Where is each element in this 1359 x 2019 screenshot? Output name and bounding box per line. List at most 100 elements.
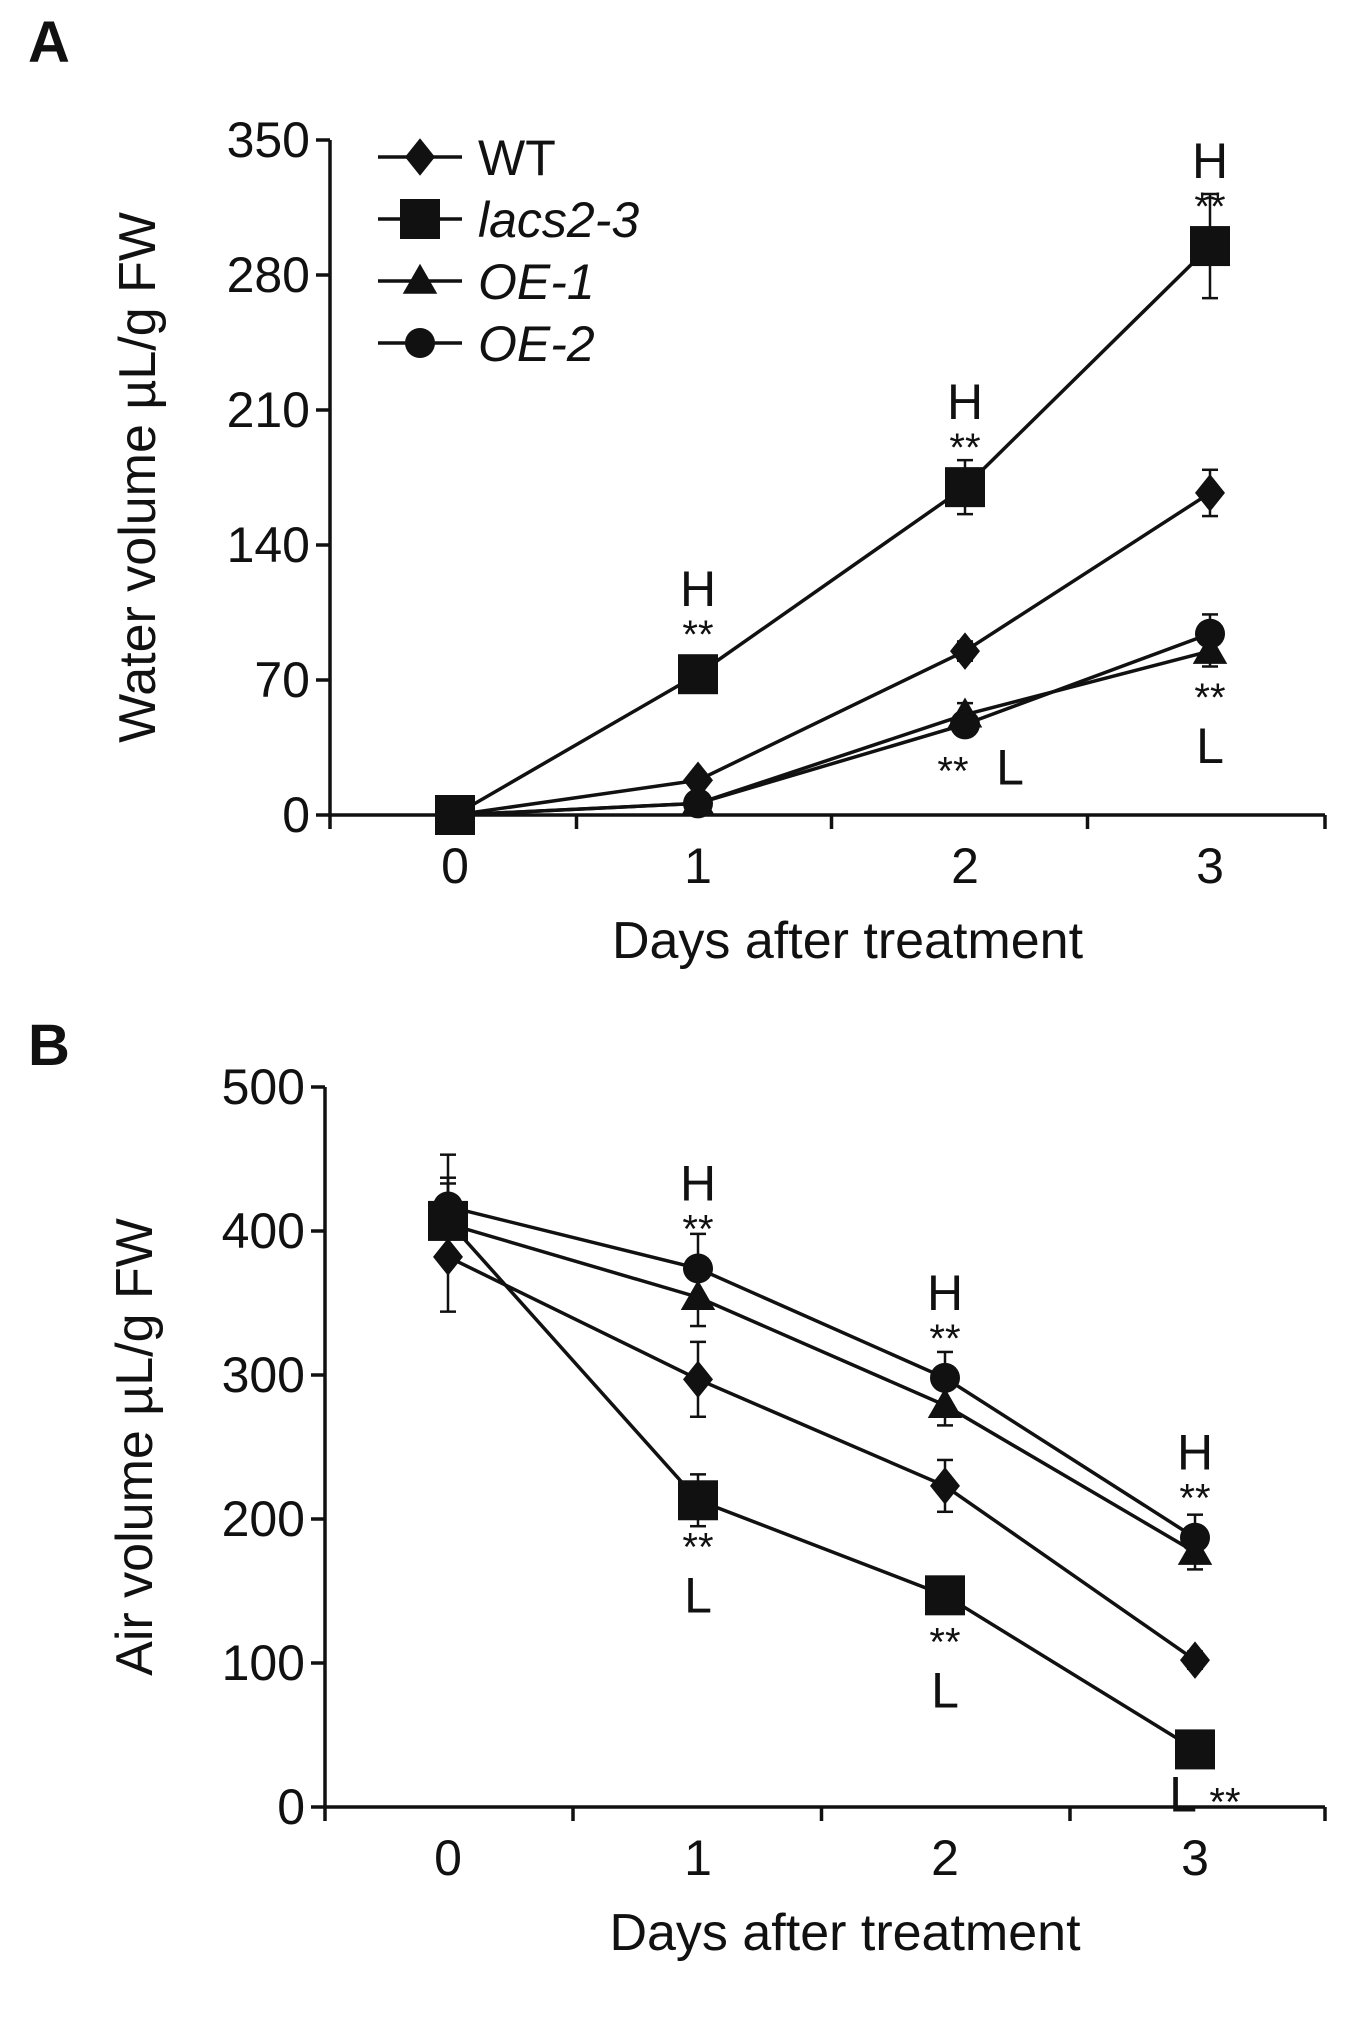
y-tick-label: 280 <box>227 247 310 303</box>
x-tick-label: 1 <box>684 1830 712 1886</box>
marker-diamond <box>930 1467 960 1505</box>
legend-marker-triangle <box>402 263 438 294</box>
series-oe-1 <box>430 1182 1213 1571</box>
annotation-stars: ** <box>682 613 713 657</box>
y-tick-label: 400 <box>222 1203 305 1259</box>
annotation-letter: L <box>931 1662 959 1718</box>
marker-diamond <box>683 761 713 800</box>
annotation-stars: ** <box>929 1620 960 1664</box>
annotation: **L <box>1194 676 1225 774</box>
y-tick-label: 200 <box>222 1491 305 1547</box>
annotation-letter: H <box>1177 1425 1213 1481</box>
y-tick-label: 500 <box>222 1059 305 1115</box>
marker-circle <box>930 1362 960 1393</box>
legend-marker-square <box>400 199 440 239</box>
legend-label: lacs2-3 <box>478 192 639 248</box>
series-wt <box>433 1200 1210 1679</box>
legend: WT lacs2-3 OE-1 OE-2 <box>378 130 639 372</box>
annotation-letter: L <box>1196 718 1224 774</box>
x-tick-label: 0 <box>441 838 469 894</box>
annotation-letter: L <box>1169 1766 1197 1822</box>
annotation-stars: ** <box>682 1207 713 1251</box>
marker-circle <box>683 1253 713 1284</box>
annotation: **L <box>682 1525 713 1623</box>
annotation-stars: ** <box>937 749 968 793</box>
marker-square <box>945 467 985 508</box>
y-axis-title: Air volume µL/g FW <box>106 1218 164 1676</box>
x-tick-label: 0 <box>434 1830 462 1886</box>
marker-circle <box>440 800 470 830</box>
annotation: H** <box>1192 133 1228 229</box>
y-tick-label: 210 <box>227 382 310 438</box>
series-line <box>447 1222 1196 1554</box>
panel-b: B 0 100 200 300 400 500 0 1 2 3 Days after treatmen… <box>28 1013 1327 1962</box>
annotation-letter: H <box>947 374 983 430</box>
annotation-stars: ** <box>1179 1477 1210 1521</box>
annotation-letter: L <box>684 1567 712 1623</box>
annotation-letter: H <box>927 1265 963 1321</box>
legend-marker-diamond <box>405 138 435 176</box>
x-tick-label: 1 <box>684 838 712 894</box>
annotation-stars: ** <box>682 1525 713 1569</box>
marker-square <box>1190 226 1230 267</box>
marker-square <box>1175 1729 1215 1770</box>
annotation-letter: H <box>680 1155 716 1211</box>
annotation-stars: ** <box>1209 1780 1240 1824</box>
marker-square <box>678 1480 718 1521</box>
y-tick-label: 350 <box>227 112 310 168</box>
series-oe-1 <box>437 633 1228 828</box>
x-axis-title: Days after treatment <box>609 1904 1081 1962</box>
annotation-letter: H <box>680 561 716 617</box>
y-tick-label: 100 <box>222 1635 305 1691</box>
marker-circle <box>1180 1522 1210 1553</box>
y-axis-title: Water volume µL/g FW <box>109 212 167 743</box>
legend-label: OE-1 <box>478 254 595 310</box>
y-tick-label: 140 <box>227 517 310 573</box>
x-axis-title: Days after treatment <box>612 912 1084 970</box>
annotation-letter: H <box>1192 133 1228 189</box>
panel-a: A 0 70 140 210 280 350 0 1 2 3 Days after treatment… <box>28 10 1327 970</box>
panel-label: B <box>28 1013 70 1078</box>
annotation: **L <box>929 1620 960 1718</box>
marker-diamond <box>1195 474 1225 512</box>
x-tick-label: 2 <box>931 1830 959 1886</box>
annotation-stars: ** <box>1194 676 1225 720</box>
x-tick-label: 3 <box>1196 838 1224 894</box>
legend-label: OE-2 <box>478 316 595 372</box>
marker-square <box>925 1575 965 1616</box>
series-lacs2-3 <box>435 192 1230 835</box>
annotation: H** <box>947 374 983 470</box>
annotation-stars: ** <box>1194 185 1225 229</box>
series-line <box>454 632 1211 817</box>
series-wt <box>440 468 1225 834</box>
marker-diamond <box>950 632 980 670</box>
series-line <box>454 244 1212 817</box>
annotation: H** <box>680 1155 716 1251</box>
series-lacs2-3 <box>428 1176 1215 1770</box>
series-line <box>454 491 1211 817</box>
x-tick-label: 2 <box>951 838 979 894</box>
marker-square <box>678 654 718 695</box>
series-oe-2 <box>433 1153 1210 1563</box>
annotation: L ** <box>1169 1766 1240 1824</box>
annotation: **L <box>937 739 1023 795</box>
annotation: H** <box>1177 1425 1213 1521</box>
legend-label: WT <box>478 130 556 186</box>
marker-circle <box>950 709 980 740</box>
marker-diamond <box>683 1360 713 1399</box>
annotation: H** <box>680 561 716 657</box>
y-tick-label: 0 <box>282 787 310 843</box>
x-tick-label: 3 <box>1181 1830 1209 1886</box>
y-tick-label: 300 <box>222 1347 305 1403</box>
legend-marker-circle <box>405 328 435 358</box>
series-line <box>446 1219 1196 1751</box>
y-tick-label: 0 <box>277 1779 305 1835</box>
annotation-stars: ** <box>929 1317 960 1361</box>
marker-circle <box>1195 618 1225 649</box>
series-oe-2 <box>440 613 1225 830</box>
y-tick-label: 70 <box>254 652 310 708</box>
annotation: H** <box>927 1265 963 1361</box>
marker-circle <box>433 1191 463 1222</box>
marker-circle <box>683 788 713 819</box>
